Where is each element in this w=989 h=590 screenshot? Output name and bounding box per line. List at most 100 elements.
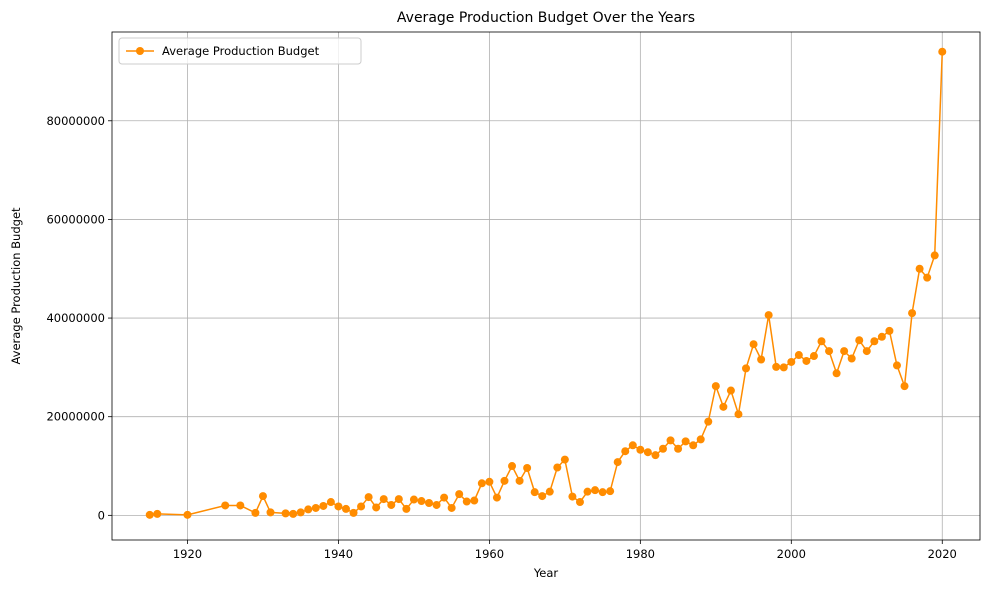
data-point [583, 487, 592, 496]
data-point [379, 495, 388, 504]
data-point [289, 509, 298, 518]
x-ticks: 1920 1940 1960 1980 2000 2020 [173, 540, 957, 561]
series-point-layer [145, 47, 947, 519]
x-tick-label: 2000 [777, 547, 806, 561]
data-point [840, 347, 849, 356]
data-point [485, 477, 494, 486]
data-point [817, 337, 826, 346]
data-point [311, 503, 320, 512]
data-point [930, 251, 939, 260]
data-point [711, 382, 720, 391]
data-point [258, 492, 267, 501]
data-point [923, 273, 932, 282]
data-point [658, 444, 667, 453]
data-point [764, 311, 773, 320]
data-point [500, 476, 509, 485]
legend-box [118, 37, 362, 65]
data-point [334, 502, 343, 511]
data-point [636, 445, 645, 454]
legend: Average Production Budget [118, 37, 362, 65]
y-axis-label: Average Production Budget [9, 207, 23, 365]
data-point [477, 479, 486, 488]
data-point [870, 337, 879, 346]
data-point [402, 504, 411, 513]
data-point [545, 487, 554, 496]
x-tick-label: 1920 [173, 547, 202, 561]
data-point [666, 436, 675, 445]
data-point [319, 501, 328, 510]
x-axis-label: Year [533, 566, 559, 580]
data-point [575, 498, 584, 507]
data-point [530, 488, 539, 497]
data-point [183, 510, 192, 519]
data-point [779, 363, 788, 372]
x-tick-label: 2020 [928, 547, 957, 561]
data-point [251, 508, 260, 517]
data-point [749, 340, 758, 349]
data-point [304, 505, 313, 514]
data-point [455, 490, 464, 499]
data-point [674, 444, 683, 453]
data-point [591, 486, 600, 495]
data-point [364, 493, 373, 502]
x-tick-label: 1960 [475, 547, 504, 561]
data-point [915, 264, 924, 273]
data-point [568, 492, 577, 501]
y-tick-label: 40000000 [46, 311, 105, 325]
data-point [877, 332, 886, 341]
data-point [281, 509, 290, 518]
data-point [492, 493, 501, 502]
x-tick-label: 1980 [626, 547, 655, 561]
y-ticks: 0 20000000 40000000 60000000 80000000 [46, 114, 112, 522]
data-point [757, 355, 766, 364]
data-point [681, 437, 690, 446]
data-point [598, 488, 607, 497]
data-point [440, 493, 449, 502]
legend-entry-label: Average Production Budget [162, 44, 320, 58]
data-point [802, 356, 811, 365]
y-tick-label: 0 [98, 508, 105, 522]
data-point [341, 504, 350, 513]
data-point [772, 362, 781, 371]
data-point [621, 447, 630, 456]
data-point [696, 435, 705, 444]
data-point [145, 510, 154, 519]
data-point [613, 458, 622, 467]
data-point [651, 451, 660, 460]
data-point [296, 508, 305, 517]
data-point [787, 357, 796, 366]
data-point [832, 369, 841, 378]
data-point [515, 476, 524, 485]
data-point [628, 441, 637, 450]
data-point [560, 455, 569, 464]
data-point [809, 352, 818, 361]
data-point [553, 463, 562, 472]
chart-title: Average Production Budget Over the Years [397, 10, 695, 26]
data-point [432, 500, 441, 509]
data-point [862, 347, 871, 356]
y-tick-label: 20000000 [46, 410, 105, 424]
data-point [372, 503, 381, 512]
data-point [523, 463, 532, 472]
data-point [357, 502, 366, 511]
data-point [462, 497, 471, 506]
data-point [855, 336, 864, 345]
data-point [326, 498, 335, 507]
data-point [221, 501, 230, 510]
data-point [689, 441, 698, 450]
data-point [425, 499, 434, 508]
y-tick-label: 80000000 [46, 114, 105, 128]
data-point [726, 386, 735, 395]
data-point [417, 497, 426, 506]
data-point [409, 495, 418, 504]
data-point [266, 508, 275, 517]
data-point [885, 326, 894, 335]
data-point [900, 382, 909, 391]
data-point [825, 347, 834, 356]
data-point [470, 496, 479, 505]
data-point [643, 448, 652, 457]
data-point [908, 309, 917, 318]
y-tick-label: 60000000 [46, 212, 105, 226]
